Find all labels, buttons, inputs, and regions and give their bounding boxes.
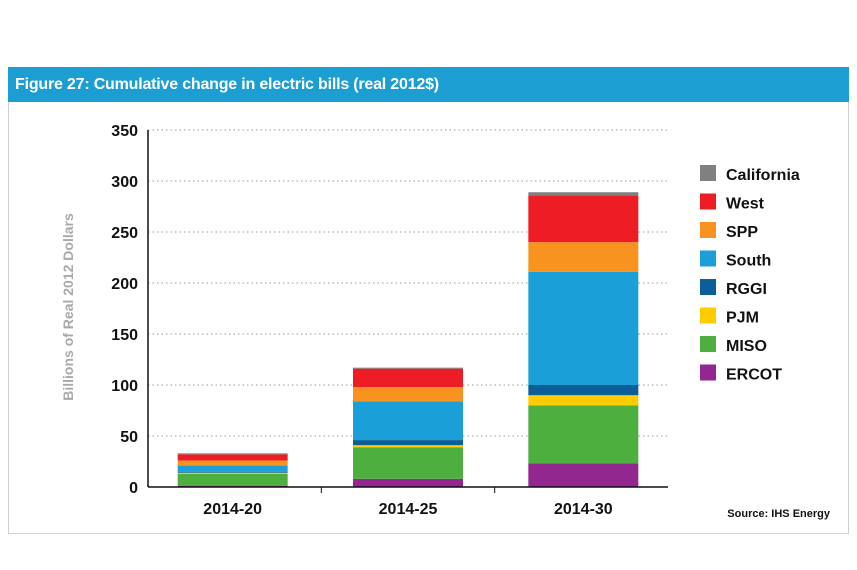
bar-segment-pjm: [528, 395, 639, 406]
bar-segment-spp: [177, 460, 288, 466]
y-tick-label: 100: [111, 378, 138, 395]
y-tick-label: 300: [111, 174, 138, 191]
legend-label-california: California: [726, 167, 800, 184]
axes: [147, 130, 668, 493]
legend-swatch-miso: [700, 336, 716, 352]
legend-swatch-west: [700, 193, 716, 210]
bar-segment-miso: [528, 405, 639, 464]
legend-swatch-rggi: [700, 279, 716, 295]
y-axis-label: Billions of Real 2012 Dollars: [60, 213, 76, 401]
legend-label-ercot: ERCOT: [726, 367, 782, 384]
y-tick-label: 200: [111, 276, 138, 293]
bar-segment-rggi: [528, 385, 639, 396]
legend-swatch-pjm: [700, 307, 716, 324]
y-axis-ticks: 0 50 100 150 200 250 300 350: [111, 123, 138, 497]
bar-segment-ercot: [528, 463, 639, 487]
bar-segment-miso: [177, 473, 288, 486]
chart-title: Figure 27: Cumulative change in electric…: [15, 76, 439, 93]
y-tick-label: 150: [111, 327, 138, 344]
legend-swatch-spp: [700, 222, 716, 238]
x-axis-ticks: 2014-20 2014-25 2014-30: [203, 501, 612, 518]
legend-swatch-ercot: [700, 364, 716, 381]
y-tick-label: 50: [120, 429, 138, 446]
legend-label-spp: SPP: [726, 224, 758, 241]
bar-segment-rggi: [353, 440, 463, 446]
legend-swatch-south: [700, 250, 716, 267]
bar-segment-miso: [353, 447, 463, 479]
x-tick-label: 2014-30: [554, 501, 613, 518]
bar-segment-spp: [353, 387, 463, 402]
bar-segment-california: [353, 367, 463, 369]
y-tick-label: 350: [111, 123, 138, 140]
bar-segment-pjm: [177, 472, 288, 474]
bars: [177, 192, 639, 487]
x-tick-label: 2014-25: [379, 501, 438, 518]
legend-swatch-california: [700, 165, 716, 181]
bar-segment-south: [528, 271, 639, 385]
title-banner: [8, 67, 849, 102]
bar-segment-rggi: [177, 471, 288, 473]
legend-label-miso: MISO: [726, 338, 767, 355]
legend-label-south: South: [726, 253, 771, 270]
legend-label-pjm: PJM: [726, 310, 759, 327]
y-tick-label: 250: [111, 225, 138, 242]
legend-label-rggi: RGGI: [726, 281, 767, 298]
bar-segment-west: [177, 454, 288, 461]
x-tick-label: 2014-20: [203, 501, 262, 518]
bar-segment-west: [353, 368, 463, 388]
bar-segment-pjm: [353, 445, 463, 448]
source-note: Source: IHS Energy: [727, 508, 830, 520]
legend-label-west: West: [726, 196, 765, 213]
bar-segment-south: [177, 465, 288, 472]
bar-segment-west: [528, 195, 639, 243]
y-tick-label: 0: [129, 480, 138, 497]
bar-segment-south: [353, 401, 463, 441]
legend: California West SPP South RGGI PJM MISO ERCOT: [700, 165, 800, 384]
bar-segment-california: [528, 192, 639, 196]
bar-segment-california: [177, 453, 288, 455]
bar-segment-spp: [528, 242, 639, 272]
bar-segment-ercot: [353, 478, 463, 487]
